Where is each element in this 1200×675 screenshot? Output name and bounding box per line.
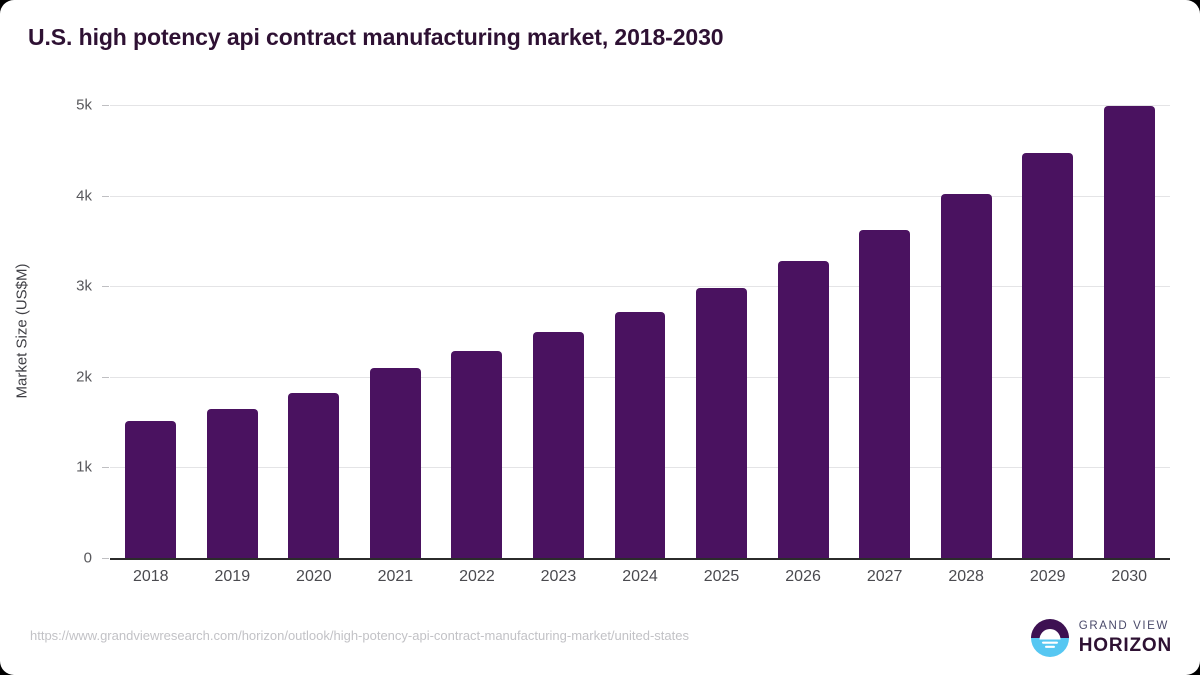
horizon-logo-icon — [1030, 619, 1069, 657]
y-axis-tick-label: 3k — [76, 277, 92, 295]
bar[interactable] — [451, 351, 503, 558]
y-axis-tick — [102, 467, 109, 469]
x-axis-tick-label: 2022 — [459, 568, 495, 585]
y-axis-tick-label: 5k — [76, 96, 92, 114]
brand-logo: GRAND VIEW HORIZON — [1030, 618, 1172, 658]
x-axis-tick-label: 2021 — [377, 568, 414, 585]
bar[interactable] — [125, 421, 177, 558]
y-axis-tick — [102, 376, 109, 378]
y-axis-title: Market Size (US$M) — [13, 263, 31, 399]
y-axis-tick — [102, 105, 109, 106]
bar[interactable] — [369, 367, 421, 558]
y-axis-tick-label: 2k — [76, 368, 92, 386]
chart-title: U.S. high potency api contract manufactu… — [28, 24, 724, 50]
gridline — [110, 105, 1170, 106]
x-axis-tick-label: 2025 — [703, 568, 740, 585]
bar[interactable] — [777, 260, 829, 558]
y-axis-tick-label: 4k — [76, 187, 92, 205]
bar[interactable] — [206, 408, 258, 558]
source-url[interactable]: https://www.grandviewresearch.com/horizo… — [30, 628, 689, 643]
bar[interactable] — [288, 393, 340, 558]
x-axis-tick-label: 2024 — [622, 568, 658, 585]
y-axis-tick — [102, 195, 109, 197]
x-axis-tick-label: 2030 — [1111, 568, 1148, 585]
logo-bottom-line: HORIZON — [1078, 635, 1172, 657]
y-axis-tick-label: 1k — [76, 458, 92, 476]
x-axis-tick-label: 2028 — [948, 568, 984, 585]
bar[interactable] — [940, 193, 992, 558]
plot-area — [102, 105, 1170, 560]
logo-wordmark: GRAND VIEW HORIZON — [1078, 619, 1172, 657]
bar[interactable] — [614, 311, 666, 558]
bar[interactable] — [1103, 105, 1155, 558]
x-axis-baseline — [110, 558, 1170, 560]
bar[interactable] — [696, 288, 747, 558]
x-axis-tick-label: 2029 — [1029, 568, 1066, 585]
y-axis-tick — [102, 286, 109, 288]
x-axis-tick-label: 2027 — [866, 568, 903, 585]
bar[interactable] — [859, 230, 911, 558]
logo-top-line: GRAND VIEW — [1078, 619, 1169, 632]
x-axis-tick-label: 2026 — [785, 568, 821, 585]
y-axis-tick — [102, 558, 109, 559]
bar[interactable] — [1022, 153, 1074, 558]
gridline — [110, 286, 1170, 288]
bar[interactable] — [532, 332, 584, 558]
bar-series — [110, 105, 1170, 558]
x-axis-tick-label: 2018 — [132, 568, 169, 585]
x-axis-tick-label: 2020 — [296, 568, 332, 585]
y-axis-tick-label: 0 — [83, 549, 92, 567]
x-axis-tick-label: 2023 — [540, 568, 577, 585]
gridline — [110, 195, 1170, 197]
x-axis-tick-label: 2019 — [214, 568, 251, 585]
